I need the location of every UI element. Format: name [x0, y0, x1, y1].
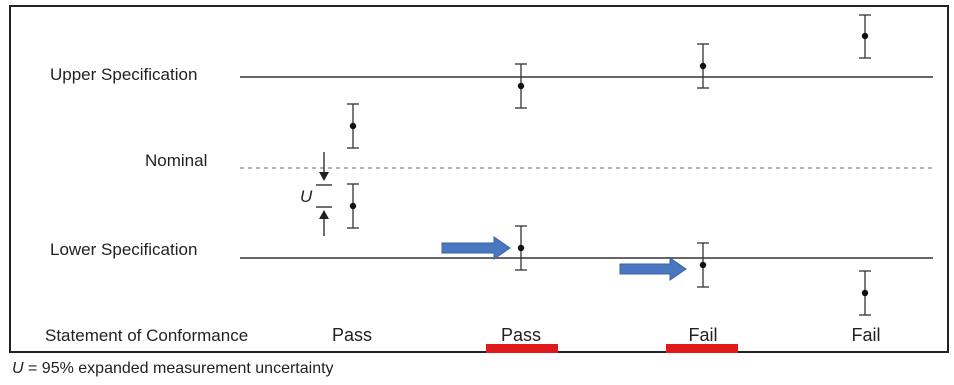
measurement-point: [515, 63, 527, 109]
statement-fail-1: Fail: [688, 325, 717, 345]
conformance-flag-bar: [486, 344, 558, 353]
footnote-symbol: U: [12, 360, 24, 377]
statement-label: Statement of Conformance: [45, 326, 248, 345]
measurement-point: [697, 242, 709, 288]
statement-pass-1: Pass: [332, 325, 372, 345]
statement-fail-2: Fail: [851, 325, 880, 345]
uncertainty-symbol: U: [300, 187, 313, 206]
arrow-right-icon: [619, 257, 687, 281]
uncertainty-indicator: U: [300, 152, 332, 236]
conformance-diagram: Upper Specification Nominal Lower Specif…: [9, 5, 949, 353]
uncertainty-footnote: U = 95% expanded measurement uncertainty: [12, 360, 334, 378]
nominal-label: Nominal: [145, 151, 207, 170]
measurement-point: [515, 225, 527, 271]
measurement-points: [347, 14, 871, 316]
lower-spec-label: Lower Specification: [50, 240, 197, 259]
measurement-point: [347, 103, 359, 149]
measurement-point: [697, 43, 709, 89]
upper-spec-label: Upper Specification: [50, 65, 197, 84]
arrow-down-icon: [319, 172, 329, 181]
measurement-point: [859, 14, 871, 59]
conformance-flag-bar: [666, 344, 738, 353]
arrow-up-icon: [319, 210, 329, 219]
measurement-point: [347, 183, 359, 229]
statement-pass-2: Pass: [501, 325, 541, 345]
diagram-frame: [9, 5, 949, 353]
measurement-point: [859, 270, 871, 316]
arrow-right-icon: [441, 236, 511, 260]
footnote-text: = 95% expanded measurement uncertainty: [23, 360, 334, 377]
